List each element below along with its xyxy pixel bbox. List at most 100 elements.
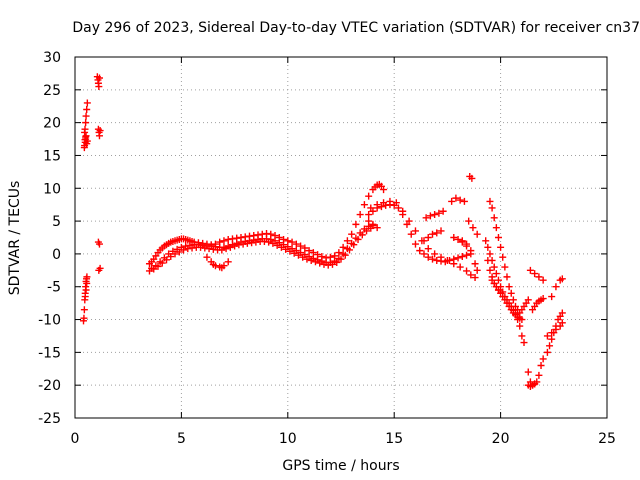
y-tick-label: 30 [43, 50, 61, 66]
data-point [380, 186, 388, 194]
data-point [83, 279, 91, 287]
data-point [180, 246, 188, 254]
data-point [494, 276, 502, 284]
data-point [377, 203, 385, 211]
data-point [503, 273, 511, 281]
data-point [452, 194, 460, 202]
y-tick-label: 5 [52, 214, 61, 230]
data-point [150, 265, 158, 273]
data-point [290, 249, 298, 257]
data-point [394, 204, 402, 212]
data-point [463, 267, 471, 275]
data-point [292, 240, 300, 248]
data-point [539, 295, 547, 303]
data-point [509, 296, 517, 304]
data-point [486, 197, 494, 205]
data-point [437, 227, 445, 235]
data-point [518, 332, 526, 340]
data-point [518, 316, 526, 324]
data-points [80, 73, 566, 390]
data-point [426, 212, 434, 220]
data-point [286, 247, 294, 255]
y-tick-label: -25 [38, 411, 61, 427]
x-tick-label: 0 [71, 431, 80, 447]
data-point [531, 270, 539, 278]
data-point [367, 224, 375, 232]
data-point [499, 253, 507, 261]
data-point [450, 234, 458, 241]
data-point [558, 275, 566, 283]
data-point [348, 230, 356, 238]
data-point [265, 238, 273, 246]
data-point [552, 325, 560, 333]
data-point [471, 274, 479, 282]
data-point [269, 239, 277, 247]
data-point [175, 248, 183, 256]
x-tick-label: 20 [492, 431, 510, 447]
data-point [473, 266, 481, 274]
y-tick-label: -10 [38, 313, 61, 329]
data-point [468, 174, 476, 182]
y-axis-label: SDTVAR / TECUs [7, 181, 23, 296]
x-tick-label: 10 [279, 431, 297, 447]
plot-frame [74, 56, 608, 419]
data-point [492, 270, 500, 278]
y-tick-label: 10 [43, 181, 61, 197]
data-point [96, 264, 104, 272]
data-point [360, 201, 368, 209]
data-point [454, 254, 462, 262]
data-point [520, 339, 528, 347]
data-point [80, 144, 88, 152]
data-point [431, 211, 439, 219]
data-point [350, 241, 358, 249]
data-point [526, 266, 534, 274]
data-point [82, 133, 90, 141]
data-point [411, 240, 419, 248]
data-point [558, 319, 566, 327]
data-point [548, 335, 556, 343]
data-point [424, 245, 432, 253]
data-point [154, 262, 162, 270]
data-point [226, 243, 234, 251]
data-point [486, 266, 494, 274]
data-point [218, 264, 226, 272]
data-point [537, 361, 545, 369]
data-point [505, 283, 513, 291]
data-point [420, 250, 428, 258]
data-point [443, 256, 451, 264]
data-point [373, 224, 381, 232]
tick-labels: 0 5 10 15 20 25 -25 -20 -15 -10 -5 0 5 10 15 20 25 30 [38, 50, 616, 447]
data-point [494, 286, 502, 294]
data-point [467, 271, 475, 279]
data-point [456, 263, 464, 271]
data-point [454, 235, 462, 243]
data-point [203, 253, 211, 261]
data-point [422, 214, 430, 222]
data-point [163, 256, 171, 264]
data-point [83, 273, 91, 281]
data-point [524, 296, 532, 304]
data-point [284, 237, 292, 245]
data-point [552, 283, 560, 291]
data-point [339, 243, 347, 251]
data-point [458, 237, 466, 245]
data-point [301, 244, 309, 252]
data-point [531, 380, 539, 388]
data-point [96, 127, 104, 135]
data-point [507, 289, 515, 297]
data-point [516, 322, 524, 330]
data-point [420, 237, 428, 245]
data-point [369, 220, 377, 228]
data-point [548, 293, 556, 301]
data-point [218, 246, 226, 254]
data-point [288, 238, 296, 246]
data-point [490, 263, 498, 271]
data-point [501, 263, 509, 271]
data-point [435, 209, 443, 217]
data-point [471, 260, 479, 268]
data-point [95, 240, 103, 248]
data-point [460, 197, 468, 205]
data-point [82, 112, 90, 120]
data-point [548, 329, 556, 337]
